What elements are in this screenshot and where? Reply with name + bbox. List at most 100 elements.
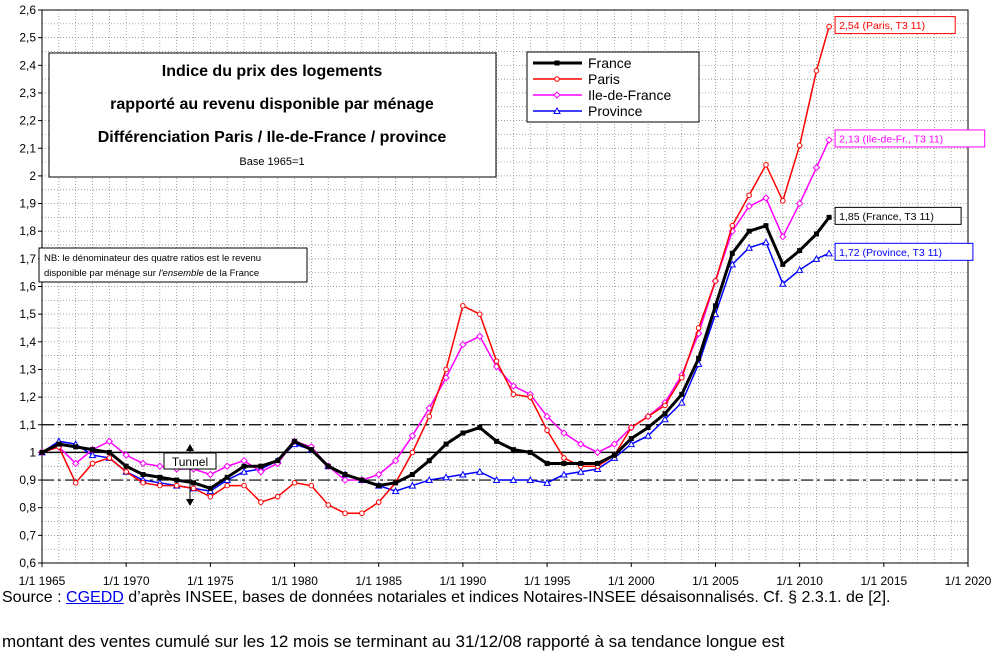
data-point: [426, 458, 432, 464]
data-point: [696, 355, 702, 361]
x-tick-label: 1/1 2015: [860, 574, 907, 588]
data-point: [207, 493, 214, 500]
data-point: [257, 468, 265, 476]
series-line: [41, 216, 831, 490]
data-point: [780, 197, 786, 204]
source-line: Source : CGEDD d’après INSEE, bases de d…: [2, 589, 891, 606]
y-tick-label: 1,5: [19, 307, 36, 321]
data-point: [443, 441, 449, 447]
data-point: [156, 462, 164, 470]
title-box: [48, 52, 497, 178]
data-point: [291, 480, 298, 486]
data-point: [560, 429, 568, 437]
data-point: [426, 413, 433, 420]
data-point: [391, 487, 400, 495]
x-tick-label: 1/1 2005: [692, 574, 739, 588]
data-point: [224, 474, 230, 480]
data-point: [72, 480, 79, 486]
chart-title: Indice du prix des logements: [162, 63, 383, 80]
data-point: [258, 499, 264, 505]
cgedd-link[interactable]: CGEDD: [66, 589, 124, 606]
data-point: [460, 430, 466, 436]
data-point: [393, 480, 399, 486]
nb-note-line1: NB: le dénominateur des quatre ratios es…: [44, 253, 261, 264]
data-point: [611, 452, 617, 458]
x-tick-label: 1/1 1970: [103, 574, 150, 588]
data-point: [475, 467, 484, 475]
data-point: [240, 456, 248, 465]
x-tick-label: 1/1 1995: [524, 574, 571, 588]
data-point: [123, 463, 129, 469]
data-point: [527, 449, 533, 455]
data-point: [796, 142, 803, 149]
data-point: [106, 449, 112, 455]
data-point: [610, 440, 619, 448]
footer-text: montant des ventes cumulé sur les 12 moi…: [2, 632, 785, 651]
y-tick-label: 2,1: [19, 141, 36, 155]
data-point: [593, 448, 602, 457]
data-point: [510, 447, 516, 453]
data-point: [779, 233, 787, 241]
data-point: [292, 438, 298, 444]
y-tick-label: 0,6: [19, 556, 36, 570]
y-tick-label: 2,4: [19, 58, 36, 72]
x-tick-label: 1/1 2000: [608, 574, 655, 588]
data-point: [258, 463, 264, 469]
data-point: [526, 476, 535, 484]
data-point: [745, 243, 753, 251]
data-point: [241, 482, 247, 489]
tunnel-arrow-head-bottom: [186, 499, 194, 506]
data-point: [662, 411, 668, 417]
annotation-france: 1,85 (France, T3 11): [834, 206, 962, 225]
legend-item-ile-de-france: Ile-de-France: [533, 87, 671, 103]
data-point: [695, 325, 702, 331]
data-point: [409, 449, 416, 456]
data-point: [477, 425, 483, 431]
data-point: [476, 332, 484, 340]
series-france: [39, 214, 832, 491]
y-tick-label: 0,9: [19, 473, 36, 487]
data-point: [105, 437, 114, 446]
data-point: [678, 374, 685, 381]
data-point: [826, 214, 832, 220]
data-point: [442, 473, 450, 481]
chart-subtitle-1: rapporté au revenu disponible par ménage: [110, 96, 434, 113]
data-point: [206, 487, 215, 495]
data-point: [494, 438, 500, 444]
annotation-label: 1,72 (Province, T3 11): [839, 247, 942, 259]
data-point: [677, 398, 686, 406]
data-point: [341, 476, 349, 484]
data-point: [780, 261, 786, 267]
data-point: [746, 192, 752, 199]
data-point: [240, 467, 248, 475]
data-point: [443, 366, 449, 373]
data-point: [576, 467, 585, 475]
x-tick-label: 1/1 1980: [271, 574, 318, 588]
data-point: [527, 394, 534, 400]
data-point: [275, 458, 281, 464]
y-tick-label: 2,5: [19, 31, 36, 45]
tunnel-arrow-head-top: [186, 444, 194, 451]
nb-box: [38, 247, 308, 283]
data-point: [139, 459, 147, 468]
x-tick-label: 1/1 1965: [19, 574, 66, 588]
data-point: [812, 163, 821, 172]
data-point: [561, 455, 567, 461]
annotation-box: [834, 16, 956, 35]
annotation-label: 1,85 (France, T3 11): [839, 211, 934, 223]
data-point: [679, 391, 685, 397]
y-tick-label: 1: [29, 445, 36, 459]
data-point: [554, 76, 560, 82]
data-point: [595, 460, 601, 466]
data-point: [797, 248, 803, 254]
data-point: [813, 231, 819, 237]
data-point: [173, 482, 180, 489]
data-point: [628, 436, 634, 442]
data-point: [825, 136, 833, 144]
y-tick-label: 2: [29, 169, 36, 183]
chart: 0,6 0,7 0,8 0,9 1 1,1 1,2 1,3 1,4 1,5 1,6 1,7 1,8 1,9…: [19, 3, 992, 588]
annotation-label: 2,54 (Paris, T3 11): [839, 20, 925, 32]
x-tick-label: 1/1 1985: [355, 574, 402, 588]
data-point: [543, 478, 551, 486]
